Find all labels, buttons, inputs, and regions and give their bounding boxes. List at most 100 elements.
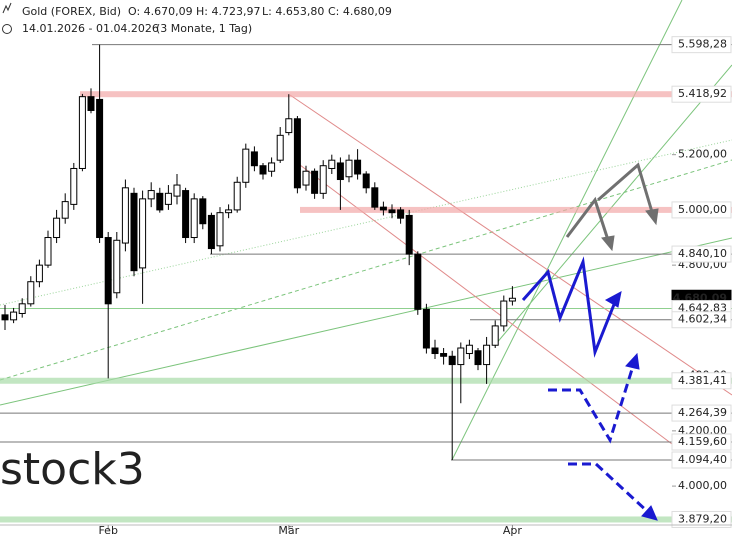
candle-body	[1, 314, 9, 321]
trend-line	[494, 64, 732, 346]
ohlc-label: O: 4.670,09	[128, 5, 193, 18]
candle-body	[405, 214, 413, 255]
arrow-head	[625, 352, 640, 370]
candle-body	[285, 118, 293, 134]
arrow	[521, 256, 617, 358]
level-label-box	[671, 510, 732, 528]
candle-body	[70, 167, 78, 205]
level-band	[300, 206, 732, 213]
candle-body	[293, 118, 301, 189]
candle-body	[156, 192, 164, 211]
level-label: 4.602,34	[678, 313, 727, 326]
candle-body	[199, 198, 207, 225]
candle-body	[78, 96, 86, 169]
candle-body	[319, 165, 327, 194]
level-label: 5.418,92	[678, 87, 727, 100]
y-tick-label: 5.200,00	[678, 148, 727, 161]
level-label: 5.598,28	[678, 38, 727, 51]
forecast-arrows	[521, 162, 659, 521]
candle-body	[216, 212, 224, 247]
ohlc-label: H: 4.723,97	[196, 5, 260, 18]
level-label-box	[671, 36, 732, 54]
candle-body	[311, 170, 319, 194]
price-axis: 4.000,004.200,004.400,004.800,005.200,00…	[0, 36, 732, 537]
candle-body	[233, 181, 241, 211]
candle-body	[190, 198, 198, 239]
chart-icon	[2, 2, 12, 14]
candle-body	[121, 187, 129, 244]
level-label-box	[671, 311, 732, 329]
candle-body	[164, 192, 172, 205]
candle-body	[250, 151, 258, 167]
arrow-head	[601, 235, 615, 252]
clock-icon	[2, 24, 12, 34]
level-label: 4.094,40	[678, 453, 727, 466]
candle-body	[130, 192, 138, 272]
arrow	[597, 162, 654, 213]
candle-body	[113, 239, 121, 294]
candle-body	[44, 237, 52, 266]
candle-body	[422, 308, 430, 349]
level-label: 3.879,20	[678, 512, 727, 525]
level-band	[80, 91, 732, 98]
candle-body	[104, 237, 112, 305]
level-band	[0, 377, 732, 384]
candle-body	[448, 355, 456, 366]
ohlc-label: C: 4.680,09	[328, 5, 392, 18]
level-label: 4.264,39	[678, 406, 727, 419]
level-label: 4.381,41	[678, 374, 727, 387]
candle-body	[483, 344, 491, 366]
candle-body	[397, 209, 405, 219]
candle-body	[431, 347, 439, 355]
candle-body	[474, 350, 482, 366]
trend-line	[0, 159, 732, 381]
title: Gold (FOREX, Bid)	[22, 5, 121, 18]
candle-body	[10, 311, 18, 321]
candle-body	[414, 253, 422, 310]
candle-body	[268, 162, 276, 172]
level-label: 5.000,00	[678, 203, 727, 216]
candle-body	[18, 303, 26, 314]
x-tick-label: Apr	[503, 524, 523, 537]
candle-body	[345, 159, 353, 178]
candle-body	[96, 98, 104, 239]
arrow	[565, 196, 610, 241]
period: (3 Monate, 1 Tag)	[156, 22, 252, 35]
candle-body	[302, 170, 310, 186]
candle-body	[259, 165, 267, 175]
level-label-box	[671, 404, 732, 422]
plot	[0, 44, 732, 523]
x-tick-label: Mär	[278, 524, 299, 537]
ohlc-label: L: 4.653,80	[262, 5, 324, 18]
subtitle: 14.01.2026 - 01.04.2026	[22, 22, 159, 35]
arrow-head	[645, 208, 659, 226]
trend-line	[289, 94, 732, 396]
candle-body	[207, 214, 215, 250]
level-label-box	[671, 451, 732, 469]
candle-body	[336, 162, 344, 181]
candle-body	[87, 96, 95, 111]
trend-line	[0, 237, 732, 406]
level-band	[0, 516, 732, 523]
candle-body	[225, 209, 233, 214]
candle-body	[173, 184, 181, 197]
candle-body	[328, 159, 336, 169]
candle-body	[139, 198, 147, 269]
x-tick-label: Feb	[98, 524, 117, 537]
candle-body	[35, 264, 43, 283]
candle-body	[242, 148, 250, 183]
arrow	[568, 462, 650, 514]
candle-body	[500, 300, 508, 327]
level-label-box	[671, 85, 732, 103]
trend-lines	[0, 0, 732, 461]
candle-body	[147, 190, 155, 200]
arrow	[548, 365, 635, 444]
candle-body	[27, 281, 35, 305]
candle-body	[371, 187, 379, 208]
candle-body	[276, 134, 284, 161]
candle-body	[465, 344, 473, 355]
candle-body	[53, 217, 61, 239]
